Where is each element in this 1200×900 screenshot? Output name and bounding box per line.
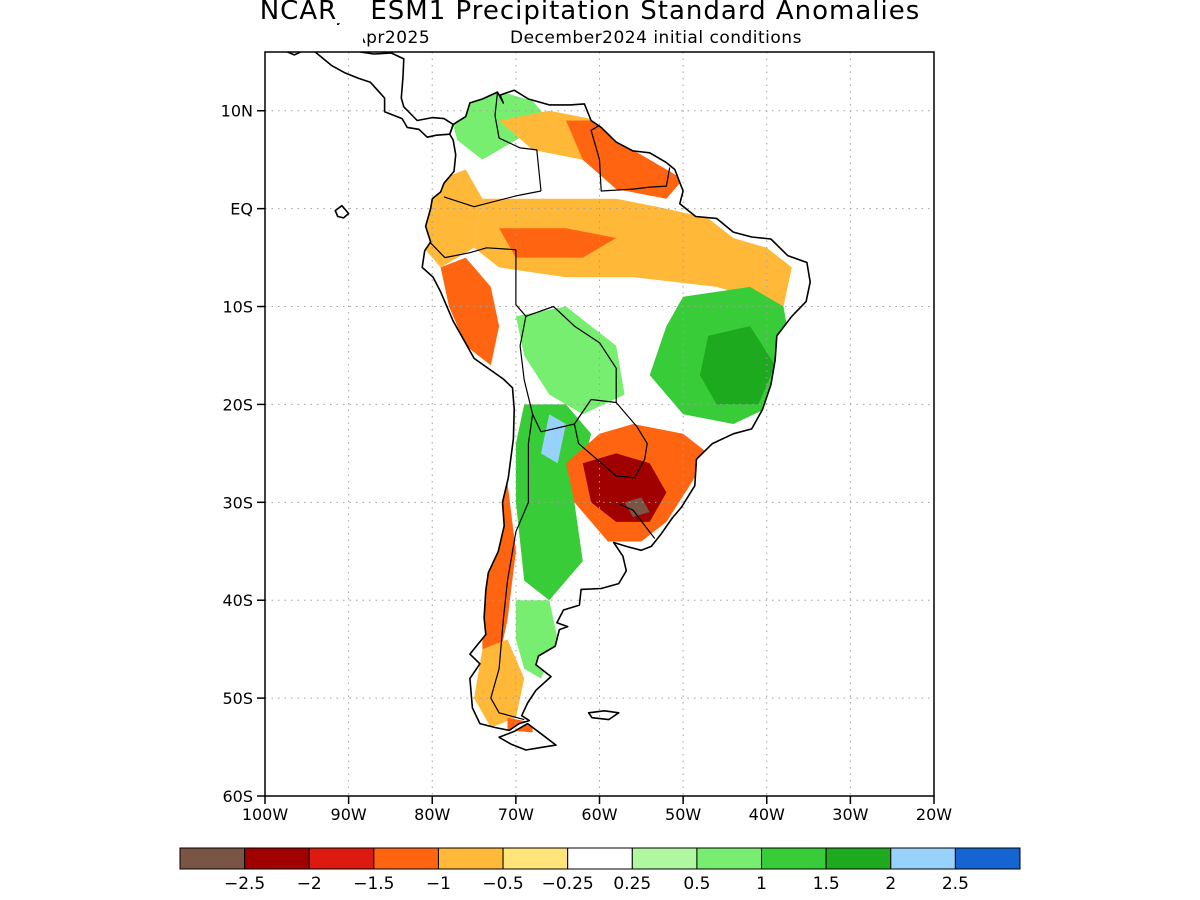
colorbar: −2.5 −2 −1.5 −1 −0.5 −0.25 0.25 0.5 1 1.5 2 2.5 <box>179 847 1021 894</box>
colorbar-swatch <box>631 847 698 870</box>
colorbar-swatch <box>308 847 375 870</box>
x-tick-label: 90W <box>331 805 367 824</box>
y-tick-label: 40S <box>222 591 253 610</box>
forecast-month: Apr2025 <box>354 28 431 48</box>
country-border <box>598 159 634 192</box>
y-tick-label: 10N <box>221 102 253 121</box>
anomaly-region-n-colombia-wet <box>449 91 550 160</box>
colorbar-label: −0.25 <box>542 874 594 894</box>
x-tick-label: 100W <box>242 805 289 824</box>
anomaly-region-amazon-dry-core <box>499 228 617 258</box>
x-tick-label: 60W <box>581 805 617 824</box>
anomaly-region-andes-wet-spot <box>541 414 566 464</box>
colorbar-swatch <box>825 847 892 870</box>
colorbar-label: 0.25 <box>613 874 651 894</box>
y-tick-label: EQ <box>230 200 253 219</box>
colorbar-label: −2.5 <box>224 874 265 894</box>
galapagos-coast <box>334 204 350 219</box>
colorbar-swatch <box>761 847 827 870</box>
country-border <box>490 414 534 721</box>
y-tick-label: 60S <box>222 787 253 806</box>
colorbar-label: −2 <box>297 874 322 894</box>
country-border <box>619 503 656 539</box>
anomaly-region-chaco-wet <box>515 404 592 601</box>
colorbar-swatch <box>179 847 246 870</box>
y-tick-label: 30S <box>222 493 253 512</box>
colorbar-swatch <box>244 847 310 870</box>
anomaly-region-guianas-dry <box>566 120 684 199</box>
country-border <box>429 241 516 259</box>
y-tick-label: 20S <box>222 395 253 414</box>
colorbar-swatch <box>890 847 956 870</box>
central-america-coast <box>285 52 454 138</box>
x-tick-label: 30W <box>832 805 868 824</box>
colorbar-label: −0.5 <box>482 874 523 894</box>
anomaly-region-bolivia-wet <box>515 306 625 415</box>
anomaly-region-peru-dry <box>440 257 500 366</box>
falklands-coast <box>587 710 620 721</box>
anomaly-region-brazil-ne-core <box>699 326 776 405</box>
country-border <box>525 305 617 433</box>
x-tick-label: 80W <box>414 805 450 824</box>
y-tick-label: 10S <box>222 298 253 317</box>
colorbar-label: 1 <box>756 874 767 894</box>
colorbar-swatch <box>437 847 504 870</box>
initial-conditions: December2024 initial conditions <box>510 28 802 48</box>
coastlines <box>285 52 811 751</box>
country-border <box>573 402 648 479</box>
axis-ticks: 100W 90W 80W 70W 60W 50W 40W 30W 20W 10N EQ 10S 20S 3… <box>221 102 953 824</box>
anomaly-region-n-amazon-dry <box>474 198 792 307</box>
colorbar-label: 0.5 <box>683 874 710 894</box>
country-border <box>443 190 542 208</box>
colorbar-label: −1.5 <box>353 874 394 894</box>
colorbar-swatch <box>696 847 763 870</box>
grid-lines <box>265 52 934 796</box>
anomaly-region-patagonia-dry <box>474 639 525 728</box>
anomaly-layer <box>265 0 811 750</box>
x-tick-label: 40W <box>749 805 785 824</box>
south-america-coast <box>421 89 811 732</box>
tierra-del-fuego-coast <box>498 722 557 751</box>
colorbar-label: −1 <box>426 874 451 894</box>
colorbar-swatch <box>954 847 1021 870</box>
colorbar-swatch <box>502 847 569 870</box>
x-tick-label: 50W <box>665 805 701 824</box>
colorbar-label: 1.5 <box>813 874 840 894</box>
colorbar-swatch <box>567 847 633 870</box>
colorbar-label: 2.5 <box>942 874 969 894</box>
colorbar-label: 2 <box>885 874 896 894</box>
x-tick-label: 70W <box>498 805 534 824</box>
y-tick-label: 50S <box>222 689 253 708</box>
x-tick-label: 20W <box>916 805 952 824</box>
country-border <box>632 167 671 190</box>
colorbar-swatch <box>373 847 439 870</box>
country-border <box>494 92 542 192</box>
country-border <box>590 124 601 160</box>
